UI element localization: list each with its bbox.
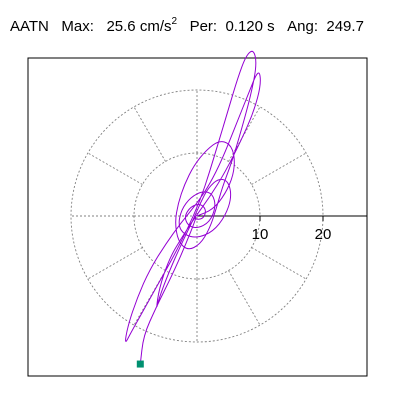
- grid-spoke-60: [228, 106, 261, 162]
- per-label: Per:: [189, 18, 218, 35]
- plot-frame: [27, 57, 368, 377]
- end-point-marker: [136, 360, 144, 368]
- grid-spoke-30: [251, 152, 307, 185]
- grid-spoke-300: [228, 270, 261, 326]
- plot-header: AATN Max: 25.6 cm/s2 Per: 0.120 s Ang: 2…: [10, 16, 364, 35]
- motion-trace-path: [125, 50, 261, 365]
- ang-label: Ang:: [287, 18, 319, 35]
- max-unit-exponent: 2: [171, 16, 178, 27]
- grid-spoke-210: [87, 247, 143, 280]
- grid-spoke-150: [87, 152, 143, 185]
- grid-spoke-120: [133, 106, 166, 162]
- end-marker-group: [136, 360, 144, 368]
- max-value: 25.6: [106, 18, 136, 35]
- ring-label-10: 10: [252, 226, 269, 243]
- grid-spoke-330: [251, 247, 307, 280]
- motion-trace: [125, 50, 261, 365]
- max-label: Max:: [61, 18, 94, 35]
- ring-label-20: 20: [315, 226, 332, 243]
- ring-labels: 10 20: [252, 226, 332, 243]
- axes: [197, 215, 367, 221]
- grid-spoke-240: [133, 270, 166, 326]
- max-unit: cm/s: [139, 18, 172, 35]
- ang-value: 249.7: [326, 18, 364, 35]
- per-value: 0.120 s: [225, 18, 275, 35]
- station-code: AATN: [10, 18, 49, 35]
